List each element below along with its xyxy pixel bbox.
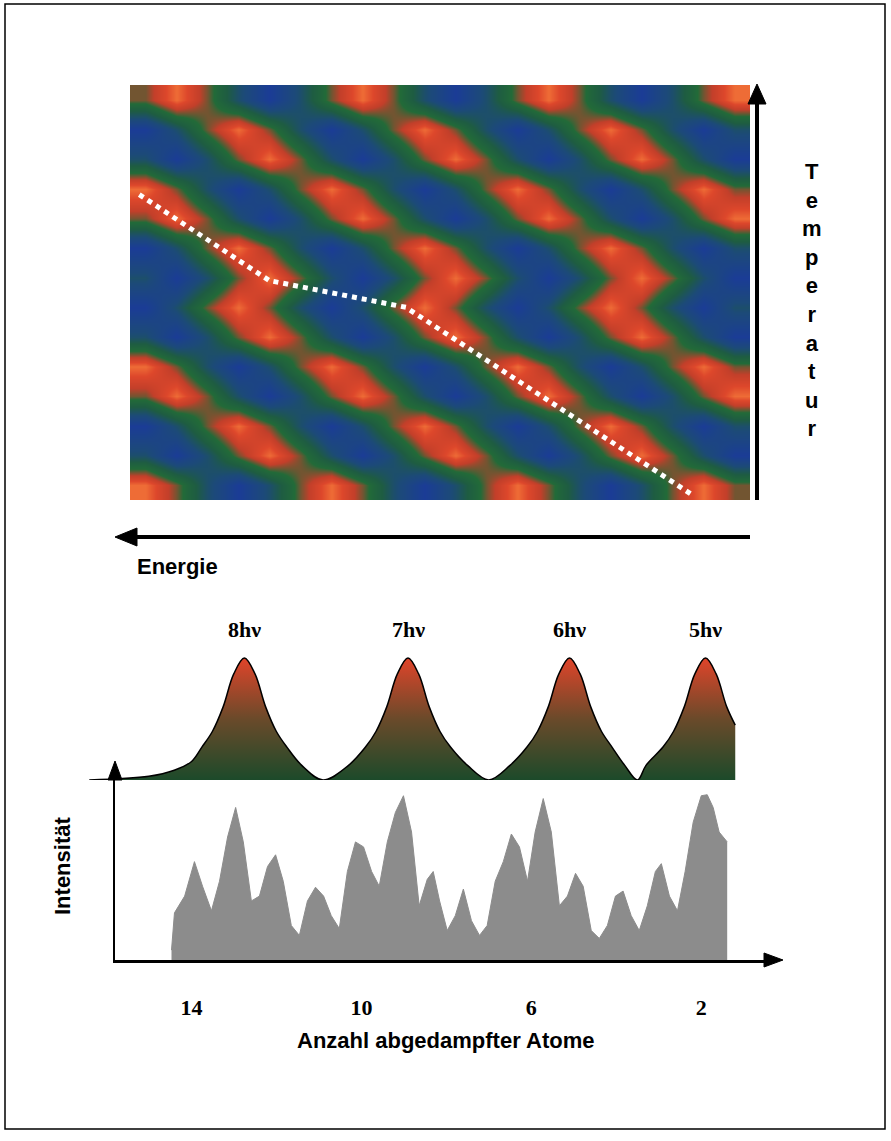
svg-text:2: 2 bbox=[696, 995, 707, 1020]
svg-text:6hν: 6hν bbox=[553, 617, 586, 642]
svg-text:10: 10 bbox=[350, 995, 372, 1020]
svg-text:6: 6 bbox=[526, 995, 537, 1020]
svg-text:Intensität: Intensität bbox=[50, 817, 75, 915]
svg-text:5hν: 5hν bbox=[689, 617, 722, 642]
svg-text:7hν: 7hν bbox=[392, 617, 425, 642]
svg-text:Temperatur: Temperatur bbox=[802, 159, 822, 441]
svg-text:8hν: 8hν bbox=[228, 617, 261, 642]
svg-text:Anzahl abgedampfter Atome: Anzahl abgedampfter Atome bbox=[297, 1028, 594, 1053]
svg-text:14: 14 bbox=[180, 995, 202, 1020]
svg-text:Energie: Energie bbox=[137, 554, 218, 579]
